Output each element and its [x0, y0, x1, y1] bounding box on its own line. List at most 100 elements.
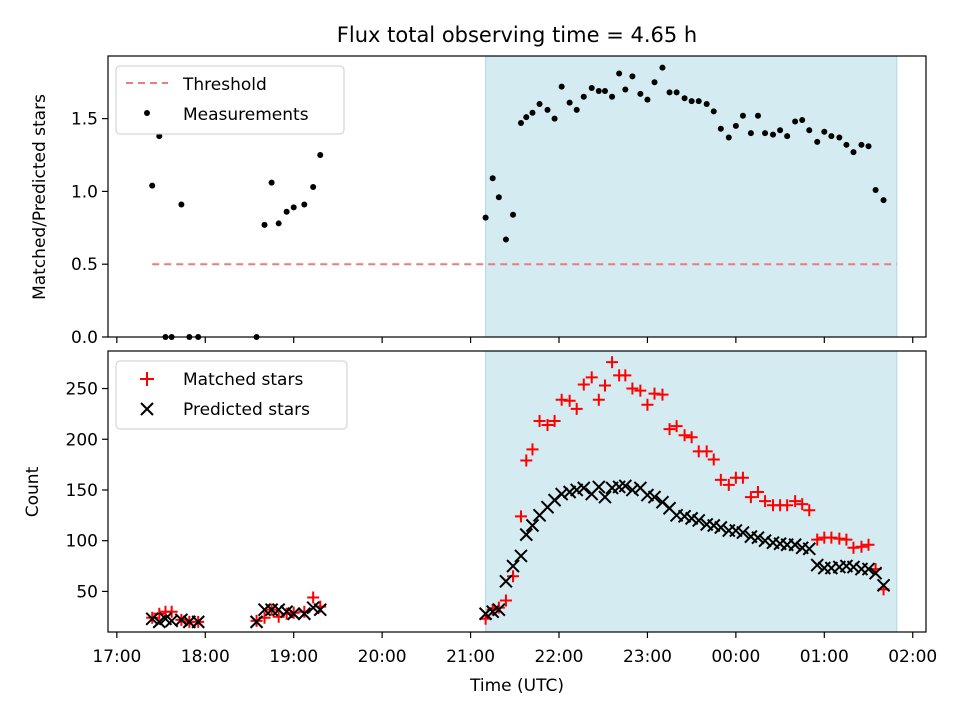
matched-star-point — [751, 486, 764, 499]
measurement-point — [544, 106, 551, 113]
legend-threshold-label: Threshold — [182, 75, 267, 95]
predicted-star-point — [647, 490, 662, 504]
measurement-point — [828, 133, 835, 140]
matched-star-point — [165, 605, 178, 618]
matched-star-point — [833, 532, 846, 545]
matched-star-point — [789, 495, 802, 508]
measurement-point — [836, 134, 843, 141]
y-tick-label: 150 — [66, 481, 98, 501]
measurement-point — [637, 90, 644, 97]
predicted-star-point — [514, 549, 528, 563]
measurement-point — [777, 127, 784, 134]
measurement-point — [814, 138, 821, 145]
x-tick-label: 01:00 — [800, 647, 849, 667]
measurement-point — [681, 95, 688, 102]
bottom-panel-y-ticks: 50 100 150 200 250 — [66, 380, 108, 602]
measurement-point — [558, 83, 565, 90]
matched-star-point — [840, 533, 853, 546]
matched-star-point — [577, 378, 590, 391]
matched-star-point — [592, 393, 605, 406]
matched-star-point — [707, 453, 720, 466]
predicted-star-point — [271, 602, 286, 617]
measurement-point — [275, 220, 282, 227]
measurement-point — [489, 175, 496, 182]
y-tick-label: 200 — [66, 430, 98, 450]
predicted-star-point — [297, 607, 312, 621]
predicted-star-point — [876, 578, 891, 593]
matched-star-point — [533, 414, 546, 427]
measurement-point — [739, 112, 746, 119]
matched-star-point — [847, 541, 860, 554]
matched-star-point — [492, 601, 505, 614]
matched-star-point — [626, 382, 639, 395]
top-legend: Threshold Measurements — [115, 65, 345, 135]
matched-star-point — [862, 538, 875, 551]
measurement-point — [523, 114, 530, 121]
matched-star-point — [811, 533, 824, 546]
measurement-point — [850, 149, 857, 156]
matched-star-point — [541, 419, 554, 432]
measurement-point — [644, 96, 651, 103]
legend-matched-label: Matched stars — [183, 370, 303, 390]
matched-star-point — [714, 473, 727, 486]
predicted-star-point — [492, 602, 506, 617]
measurement-point — [529, 109, 536, 116]
bottom-panel-ylabel: Count — [23, 466, 43, 517]
y-tick-label: 1.0 — [71, 182, 98, 202]
matched-star-point — [722, 478, 735, 491]
matched-star-point — [499, 594, 512, 607]
predicted-star-point — [598, 490, 612, 504]
y-tick-label: 100 — [66, 532, 98, 552]
measurement-point — [673, 89, 680, 96]
predicted-star-point — [736, 525, 750, 540]
bottom-panel-x-ticks: 17:00 18:00 19:00 20:00 21:00 22:00 23:00 00:00… — [92, 632, 937, 667]
x-tick-label: 21:00 — [446, 647, 495, 667]
measurement-point — [261, 221, 268, 228]
matched-star-point — [803, 504, 816, 517]
predicted-star-point — [191, 615, 205, 629]
predicted-star-point — [287, 607, 301, 621]
matched-star-point — [670, 420, 683, 433]
legend-predicted-swatch — [140, 402, 154, 416]
x-tick-label: 17:00 — [92, 647, 141, 667]
predicted-star-point — [714, 520, 728, 535]
measurement-point — [725, 134, 732, 141]
measurement-point — [536, 101, 543, 108]
predicted-star-point — [554, 487, 569, 501]
matched-star-point — [685, 431, 698, 444]
x-axis-label: Time (UTC) — [469, 676, 564, 696]
predicted-star-point — [174, 613, 189, 627]
bottom-legend: Matched stars Predicted stars — [115, 360, 348, 430]
matched-star-point — [548, 414, 561, 427]
matched-star-point — [663, 423, 676, 436]
matched-star-point — [526, 443, 539, 456]
legend-predicted-label: Predicted stars — [183, 400, 310, 420]
x-tick-label: 23:00 — [623, 647, 672, 667]
measurement-point — [651, 79, 658, 86]
measurement-point — [517, 119, 524, 126]
measurement-point — [732, 122, 739, 129]
predicted-star-point — [788, 538, 802, 552]
y-tick-label: 0.0 — [71, 328, 98, 348]
matched-star-point — [648, 387, 661, 400]
measurement-point — [510, 211, 517, 218]
predicted-star-point — [249, 615, 264, 629]
top-panel-ylabel: Matched/Predicted stars — [30, 94, 50, 300]
predicted-star-point — [692, 513, 706, 528]
measurement-point — [710, 108, 717, 115]
measurement-point — [595, 87, 602, 94]
x-tick-label: 20:00 — [358, 647, 407, 667]
y-tick-label: 1.5 — [71, 110, 98, 130]
predicted-star-point — [618, 479, 633, 493]
predicted-stars-series — [145, 479, 891, 629]
measurement-point — [616, 70, 623, 77]
predicted-star-point — [525, 518, 540, 533]
x-tick-label: 02:00 — [888, 647, 937, 667]
predicted-star-point — [519, 527, 533, 542]
predicted-star-point — [145, 612, 159, 626]
measurement-point — [495, 194, 502, 201]
bottom-legend-box — [115, 360, 348, 430]
matched-star-point — [619, 369, 632, 382]
top-legend-box — [115, 65, 345, 135]
